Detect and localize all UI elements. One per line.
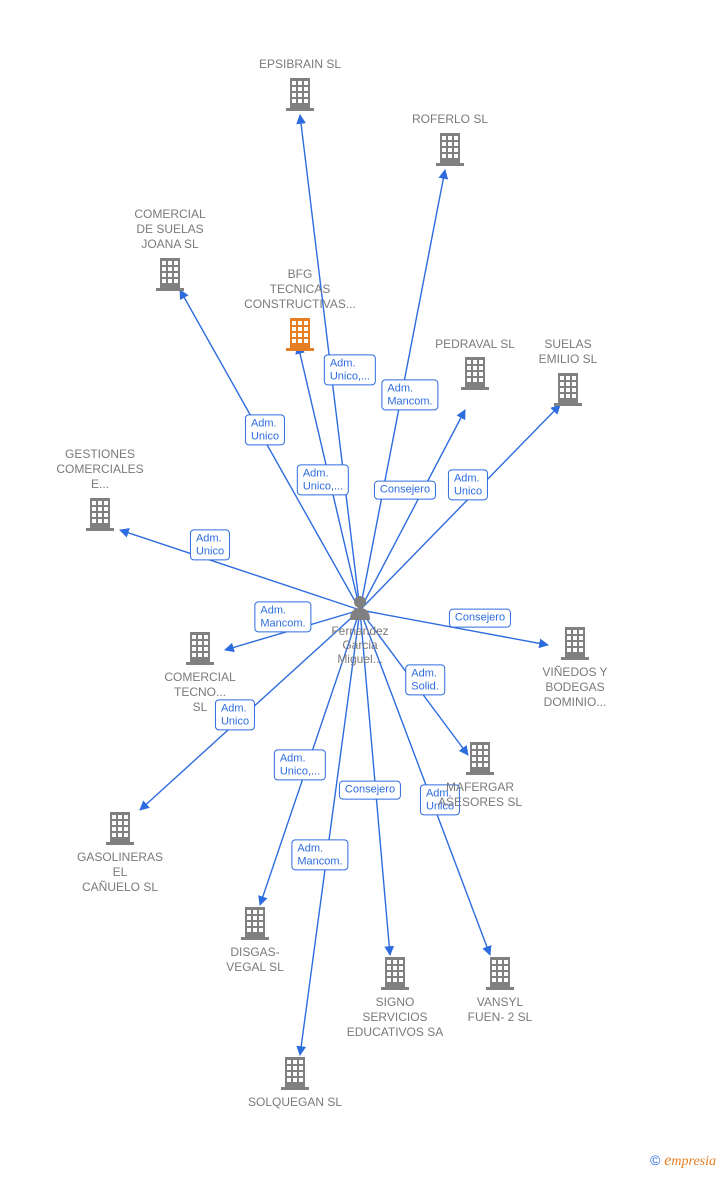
footer: © empresia (650, 1152, 716, 1170)
edge-label: Adm. Solid. (405, 664, 445, 695)
edge-line (360, 410, 465, 610)
edge-label: Adm. Unico (215, 699, 255, 730)
copyright-symbol: © (650, 1152, 660, 1168)
edge-label: Adm. Mancom. (291, 839, 348, 870)
edge-label: Adm. Unico (190, 529, 230, 560)
edge-line (360, 405, 560, 610)
diagram-svg-layer (0, 0, 728, 1180)
edge-label: Consejero (374, 481, 436, 500)
edge-line (180, 290, 360, 610)
edge-label: Adm. Unico (420, 784, 460, 815)
edge-label: Adm. Unico (448, 469, 488, 500)
center-person-label: Fernandez Garcia Miguel... (331, 624, 388, 666)
brand-logo: empresia (664, 1154, 716, 1169)
edge-label: Adm. Unico,... (297, 464, 349, 495)
edge-label: Adm. Unico,... (274, 749, 326, 780)
edge-label: Adm. Unico,... (324, 354, 376, 385)
edge-line (120, 530, 360, 610)
edge-label: Consejero (449, 609, 511, 628)
edge-label: Adm. Mancom. (381, 379, 438, 410)
edge-label: Consejero (339, 781, 401, 800)
edge-line (300, 610, 360, 1055)
center-person-node: Fernandez Garcia Miguel... (331, 624, 388, 666)
edge-label: Adm. Unico (245, 414, 285, 445)
edge-label: Adm. Mancom. (254, 601, 311, 632)
